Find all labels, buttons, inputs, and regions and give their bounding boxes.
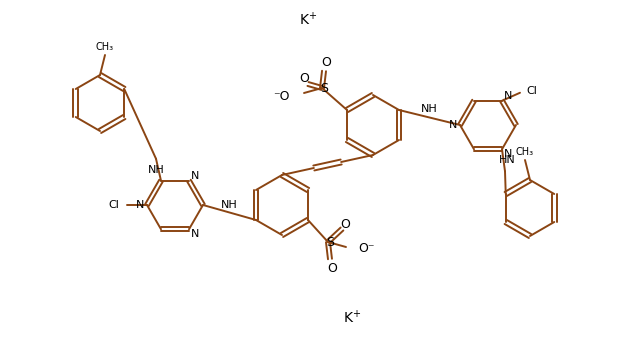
Text: N: N [504, 91, 512, 101]
Text: N: N [135, 200, 144, 210]
Text: N: N [449, 120, 457, 130]
Text: S: S [326, 236, 334, 248]
Text: Cl: Cl [108, 200, 119, 210]
Text: N: N [504, 149, 512, 159]
Text: O: O [321, 55, 331, 69]
Text: NH: NH [221, 199, 238, 210]
Text: HN: HN [498, 155, 515, 165]
Text: O: O [299, 72, 309, 86]
Text: ⁻O: ⁻O [273, 90, 290, 102]
Text: N: N [191, 229, 199, 239]
Text: K$^{+}$: K$^{+}$ [299, 11, 317, 29]
Text: CH₃: CH₃ [96, 42, 114, 52]
Text: S: S [320, 81, 328, 95]
Text: O: O [340, 217, 350, 231]
Text: O: O [327, 262, 337, 274]
Text: Cl: Cl [526, 86, 537, 96]
Text: NH: NH [421, 104, 438, 115]
Text: O⁻: O⁻ [358, 242, 374, 256]
Text: K$^{+}$: K$^{+}$ [343, 309, 361, 327]
Text: N: N [191, 171, 199, 181]
Text: NH: NH [147, 165, 164, 175]
Text: CH₃: CH₃ [516, 147, 534, 157]
